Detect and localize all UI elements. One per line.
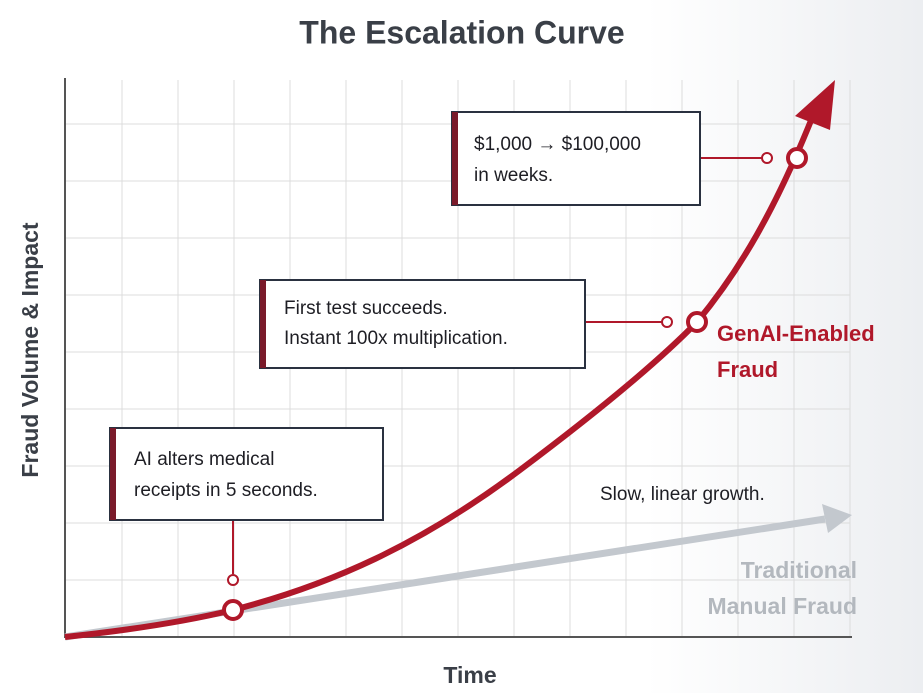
callout-text: First test succeeds. — [284, 298, 448, 319]
callout-text: in weeks. — [474, 165, 553, 186]
traditional-arrow — [822, 504, 852, 533]
traditional-note: Slow, linear growth. — [600, 484, 765, 505]
traditional-label: Traditional — [741, 557, 857, 583]
y-axis-label: Fraud Volume & Impact — [17, 222, 43, 478]
callout-accent — [260, 280, 266, 368]
connector-dot — [227, 574, 239, 586]
milestone-point — [222, 599, 244, 621]
genai-curve — [64, 116, 815, 640]
genai-label: Fraud — [717, 357, 778, 382]
genai-label: GenAI-Enabled — [717, 321, 875, 346]
connector-dot — [661, 316, 673, 328]
connector-dot — [761, 152, 773, 164]
milestone-point — [686, 311, 708, 333]
title: The Escalation Curve — [299, 14, 624, 50]
milestone-point — [786, 147, 808, 169]
callout-accent — [110, 428, 116, 520]
callout-box — [109, 427, 384, 521]
callout-text: Instant 100x multiplication. — [284, 328, 508, 349]
callout-box — [259, 279, 586, 369]
callout-text: AI alters medical — [134, 449, 274, 470]
callout-box — [451, 111, 701, 206]
x-axis-label: Time — [443, 662, 496, 688]
callout-accent — [452, 112, 458, 205]
callout-text: $1,000 → $100,000 — [474, 134, 641, 155]
traditional-label: Manual Fraud — [707, 593, 857, 619]
genai-arrow — [795, 80, 835, 130]
callout-text: receipts in 5 seconds. — [134, 480, 318, 501]
